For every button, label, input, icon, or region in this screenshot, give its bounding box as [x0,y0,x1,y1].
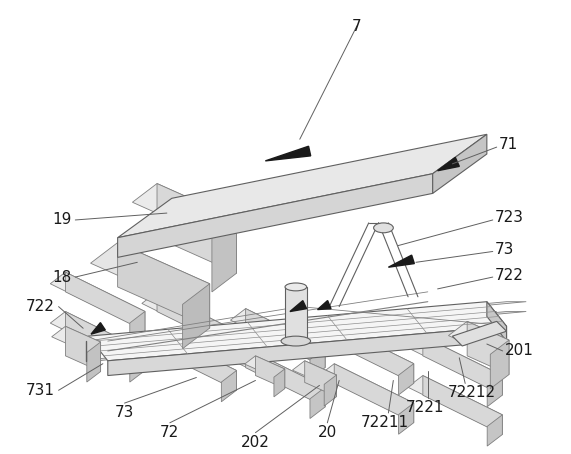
Polygon shape [487,415,502,446]
Text: 19: 19 [52,212,71,227]
Text: 72211: 72211 [361,415,409,430]
Polygon shape [222,370,236,402]
Text: 7: 7 [352,19,361,34]
Polygon shape [433,134,487,193]
Polygon shape [66,272,145,331]
Polygon shape [246,348,325,407]
Text: 18: 18 [52,270,71,285]
Text: 72212: 72212 [448,385,496,400]
Polygon shape [310,387,325,419]
Polygon shape [231,348,325,399]
Polygon shape [317,301,331,310]
Polygon shape [423,375,502,434]
Polygon shape [142,292,236,343]
Polygon shape [132,302,526,336]
Polygon shape [319,364,414,415]
Polygon shape [88,302,506,361]
Text: 722: 722 [494,267,524,282]
Polygon shape [118,174,433,257]
Text: 723: 723 [494,211,524,226]
Polygon shape [78,311,497,351]
Text: 73: 73 [115,405,134,420]
Polygon shape [157,331,236,390]
Polygon shape [157,292,236,351]
Polygon shape [231,309,325,360]
Polygon shape [408,336,502,387]
Ellipse shape [281,336,311,346]
Polygon shape [183,284,210,349]
Polygon shape [388,255,415,267]
Polygon shape [87,342,100,382]
Polygon shape [490,340,509,389]
Polygon shape [212,219,236,292]
Polygon shape [334,364,414,423]
Polygon shape [334,324,414,383]
Polygon shape [452,321,506,346]
Polygon shape [157,183,236,273]
Polygon shape [50,272,145,323]
Polygon shape [399,403,414,434]
Polygon shape [130,351,145,382]
Polygon shape [324,375,336,406]
Text: 731: 731 [26,383,55,398]
Polygon shape [118,242,210,328]
Polygon shape [274,369,285,397]
Polygon shape [246,309,325,368]
Polygon shape [285,287,307,341]
Polygon shape [310,348,325,379]
Polygon shape [132,183,236,238]
Text: 202: 202 [241,434,270,449]
Polygon shape [66,326,100,371]
Polygon shape [78,321,497,361]
Polygon shape [118,134,487,238]
Text: 71: 71 [498,137,518,152]
Text: 73: 73 [494,242,514,257]
Polygon shape [467,321,509,375]
Polygon shape [66,311,145,370]
Text: 20: 20 [317,425,337,440]
Polygon shape [244,356,285,377]
Text: 72: 72 [160,425,179,440]
Polygon shape [51,326,100,352]
Polygon shape [91,242,210,304]
Polygon shape [290,301,307,311]
Polygon shape [142,331,236,382]
Polygon shape [255,356,285,389]
Polygon shape [448,321,509,354]
Polygon shape [319,324,414,375]
Polygon shape [408,375,502,426]
Polygon shape [487,302,506,341]
Text: 201: 201 [505,343,533,358]
Polygon shape [423,336,502,395]
Polygon shape [399,364,414,395]
Polygon shape [91,323,105,334]
Polygon shape [130,311,145,343]
Polygon shape [108,326,506,375]
Ellipse shape [285,283,307,291]
Ellipse shape [373,223,393,233]
Polygon shape [50,311,145,362]
Polygon shape [132,311,526,346]
Text: 7221: 7221 [406,400,445,415]
Text: 722: 722 [26,299,55,314]
Polygon shape [222,331,236,362]
Polygon shape [437,158,459,171]
Polygon shape [292,361,336,385]
Polygon shape [305,361,336,397]
Polygon shape [266,146,311,161]
Polygon shape [487,375,502,407]
